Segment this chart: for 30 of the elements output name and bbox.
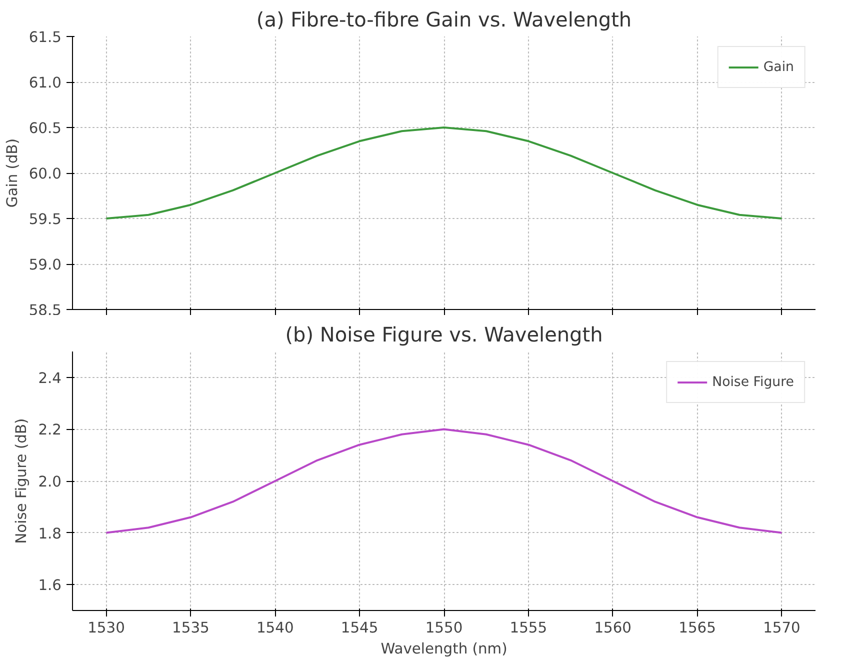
x-tick-label: 1565 [678,620,716,636]
y-axis-title: Gain (dB) [4,138,21,208]
y-tick-label: 59.0 [28,256,62,274]
y-tick-label: 61.5 [28,29,62,46]
y-tick-label: 1.6 [38,577,62,594]
x-tick-label: 1570 [763,620,800,636]
x-tick-label: 1550 [425,620,463,636]
line-series [105,428,783,534]
x-tick-label: 1555 [510,620,548,636]
y-tick-label: 60.5 [28,120,62,137]
x-tick-label: 1535 [172,620,210,636]
chart-title: (a) Fibre-to-fibre Gain vs. Wavelength [256,8,632,32]
y-tick-label: 60.0 [28,166,62,182]
x-tick-label: 1540 [256,620,294,636]
y-tick-label: 1.8 [38,525,62,542]
y-tick-label: 61.0 [28,74,62,92]
line-series [105,126,783,220]
y-tick-label: 59.5 [28,211,62,228]
chart-title: (b) Noise Figure vs. Wavelength [285,322,603,346]
x-tick-label: 1545 [340,620,378,636]
legend-label: Noise Figure [712,374,794,390]
y-axis-title: Noise Figure (dB) [13,418,30,544]
y-tick-label: 2.4 [38,370,62,387]
x-tick-label: 1530 [88,620,125,636]
x-axis-title: Wavelength (nm) [380,640,508,658]
y-tick-label: 2.0 [38,474,62,490]
y-tick-label: 58.5 [28,302,62,319]
legend-label: Gain [763,60,794,74]
x-tick-label: 1560 [594,620,632,636]
y-tick-label: 2.2 [38,422,62,439]
